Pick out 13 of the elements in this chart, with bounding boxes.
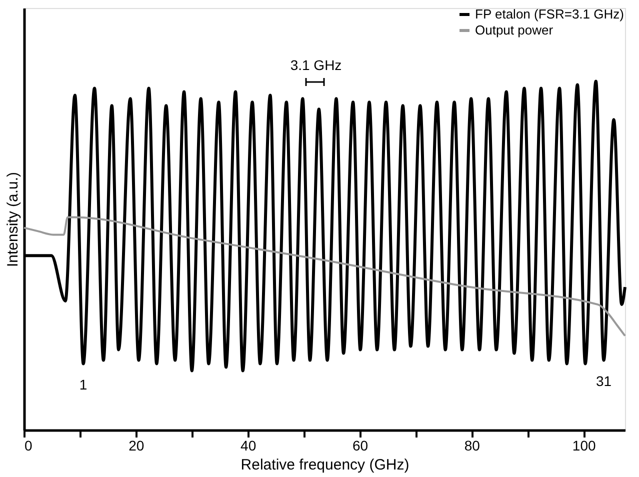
x-tick-label: 100: [572, 438, 596, 454]
x-axis-title: Relative frequency (GHz): [240, 456, 410, 474]
annotation: 31: [596, 373, 612, 390]
legend-label: FP etalon (FSR=3.1 GHz): [475, 6, 624, 22]
text: 3.1 GHz: [290, 57, 342, 73]
y-axis-title: Intensity (a.u.): [4, 172, 22, 268]
x-tick-label: 60: [352, 438, 368, 454]
x-tick-label: 0: [24, 438, 32, 454]
annotation: 1: [79, 376, 88, 393]
x-tick-label: 40: [240, 438, 256, 454]
legend-label: Output power: [475, 22, 554, 38]
x-tick-label: 80: [464, 438, 480, 454]
x-tick-label: 20: [128, 438, 144, 454]
